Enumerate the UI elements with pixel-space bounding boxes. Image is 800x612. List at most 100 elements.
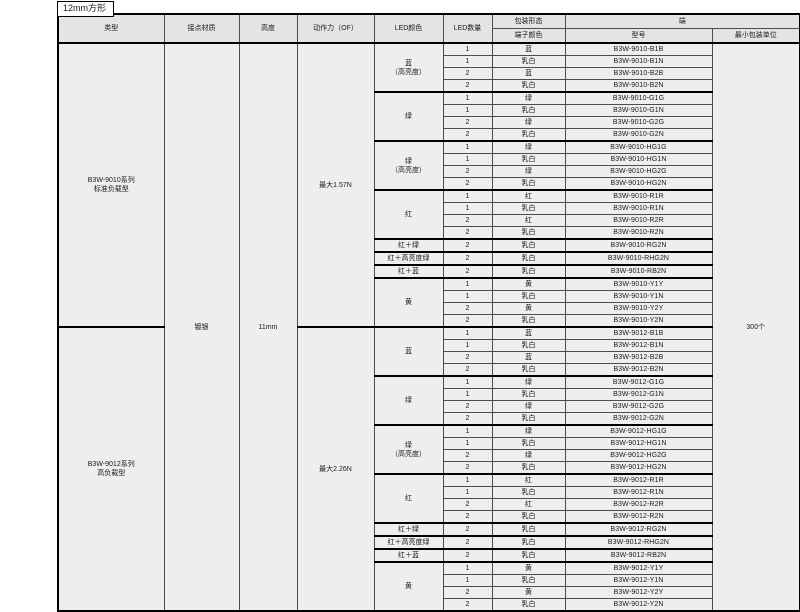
- cell-terminal-color: 蓝: [491, 67, 566, 80]
- led-color-line-2: （高亮度）: [391, 450, 426, 458]
- cell-led-color: 蓝（高亮度）: [373, 42, 444, 93]
- cell-terminal-color: 绿: [491, 424, 566, 438]
- cell-led-quantity: 1: [442, 388, 493, 401]
- cell-led-quantity: 2: [442, 351, 493, 364]
- type-line-2: 标准负载型: [93, 186, 129, 193]
- section-title-tab: 12mm方形: [57, 1, 115, 17]
- cell-led-color: 红＋高亮度绿: [373, 535, 444, 550]
- header-model-no: 型号: [564, 28, 713, 44]
- cell-led-quantity: 2: [442, 67, 493, 80]
- cell-led-quantity: 1: [442, 202, 493, 215]
- table-row: 2 绿 B3W-9012-HG2G: [58, 449, 800, 462]
- cell-led-color: 绿（高亮度）: [373, 424, 444, 475]
- cell-terminal-color: 绿: [491, 140, 566, 154]
- table-row: 2 乳白 B3W-9012-G2N: [58, 412, 800, 426]
- cell-terminal-color: 黄: [491, 302, 566, 315]
- table-row: 2 乳白 B3W-9010-G2N: [58, 128, 800, 142]
- cell-led-quantity: 2: [442, 165, 493, 178]
- table-row: 2 绿 B3W-9012-G2G: [58, 400, 800, 413]
- header-package-form: 包装形态: [491, 13, 566, 29]
- cell-led-color: 红＋绿: [373, 522, 444, 537]
- cell-terminal-color: 乳白: [491, 522, 566, 537]
- cell-terminal-color: 乳白: [491, 412, 566, 426]
- cell-model-no: B3W-9012-Y1N: [564, 574, 713, 587]
- header-group-right: 端: [564, 13, 800, 29]
- page-root: 12mm方形 类型 接点材质 高度 动作力（OF） LED颜色 LED数量 包装…: [57, 1, 800, 612]
- cell-terminal-color: 乳白: [491, 153, 566, 166]
- led-color-line-1: 红＋蓝: [398, 268, 419, 275]
- table-row: 红＋绿 2 乳白 B3W-9012-RG2N: [58, 522, 800, 537]
- led-color-line-1: 红＋绿: [398, 526, 419, 533]
- cell-led-quantity: 2: [442, 522, 493, 537]
- table-head: 类型 接点材质 高度 动作力（OF） LED颜色 LED数量 包装形态 端 端子…: [57, 13, 800, 44]
- cell-terminal-color: 乳白: [491, 461, 566, 475]
- cell-model-no: B3W-9010-R2N: [564, 226, 713, 240]
- header-height: 高度: [238, 13, 298, 44]
- led-color-line-1: 红＋高亮度绿: [387, 539, 430, 546]
- cell-operating-force: 最大1.57N: [296, 42, 375, 328]
- table-row: 红＋高亮度绿 2 乳白 B3W-9010-RHG2N: [58, 251, 800, 266]
- led-color-line-1: 蓝: [405, 348, 412, 355]
- cell-terminal-color: 蓝: [491, 326, 566, 340]
- cell-terminal-color: 黄: [491, 586, 566, 599]
- table-row: 2 乳白 B3W-9012-R2N: [58, 510, 800, 524]
- cell-terminal-color: 绿: [491, 165, 566, 178]
- led-color-line-1: 红: [405, 211, 412, 218]
- cell-led-quantity: 2: [442, 363, 493, 377]
- cell-model-no: B3W-9012-G1G: [564, 375, 713, 389]
- cell-terminal-color: 黄: [491, 561, 566, 575]
- led-color-line-1: 蓝: [405, 59, 412, 67]
- cell-led-color: 红＋绿: [373, 238, 444, 253]
- led-color-line-2: （高亮度）: [391, 166, 426, 174]
- header-min-package-unit: 最小包装单位: [711, 28, 800, 44]
- cell-model-no: B3W-9012-R2R: [564, 498, 713, 511]
- cell-terminal-color: 蓝: [491, 351, 566, 364]
- cell-terminal-color: 乳白: [491, 339, 566, 352]
- cell-terminal-color: 乳白: [491, 548, 566, 563]
- cell-led-quantity: 1: [442, 437, 493, 450]
- cell-model-no: B3W-9012-R1N: [564, 486, 713, 499]
- cell-terminal-color: 绿: [491, 375, 566, 389]
- cell-terminal-color: 乳白: [491, 314, 566, 328]
- cell-model-no: B3W-9010-B1B: [564, 42, 713, 56]
- type-line-1: B3W-9012系列: [87, 461, 135, 468]
- cell-model-no: B3W-9010-RB2N: [564, 264, 713, 279]
- cell-model-no: B3W-9010-R2R: [564, 214, 713, 227]
- cell-led-quantity: 2: [442, 498, 493, 511]
- cell-model-no: B3W-9010-B2N: [564, 79, 713, 93]
- cell-led-quantity: 2: [442, 238, 493, 253]
- cell-model-no: B3W-9012-G1N: [564, 388, 713, 401]
- led-color-line-1: 黄: [405, 299, 412, 306]
- type-line-2: 高负载型: [97, 470, 126, 477]
- cell-led-quantity: 2: [442, 314, 493, 328]
- led-color-line-1: 红＋绿: [398, 242, 419, 249]
- cell-led-quantity: 2: [442, 598, 493, 612]
- cell-contact-material: 镀银: [163, 42, 240, 612]
- cell-model-no: B3W-9010-Y2Y: [564, 302, 713, 315]
- table-row: 黄 1 黄 B3W-9010-Y1Y: [58, 277, 800, 328]
- cell-model-no: B3W-9010-G1G: [564, 91, 713, 105]
- cell-model-no: B3W-9012-B2N: [564, 363, 713, 377]
- cell-led-quantity: 1: [442, 375, 493, 389]
- cell-led-quantity: 2: [442, 535, 493, 550]
- cell-led-quantity: 2: [442, 116, 493, 129]
- cell-led-color: 绿（高亮度）: [373, 140, 444, 191]
- table-row: 红 1 红 B3W-9010-R1R: [58, 189, 800, 240]
- cell-model-no: B3W-9012-RHG2N: [564, 535, 713, 550]
- cell-model-no: B3W-9012-HG2N: [564, 461, 713, 475]
- led-color-line-1: 红＋高亮度绿: [387, 255, 430, 262]
- table-row: 2 红 B3W-9010-R2R: [58, 214, 800, 227]
- cell-led-quantity: 2: [442, 412, 493, 426]
- cell-terminal-color: 乳白: [491, 128, 566, 142]
- cell-led-quantity: 2: [442, 461, 493, 475]
- led-color-line-2: （高亮度）: [391, 68, 426, 76]
- table-row: B3W-9010系列 标准负载型 镀银 11mm 最大1.57N 蓝（高亮度） 1 蓝 B3W-…: [57, 42, 800, 612]
- cell-model-no: B3W-9012-Y1Y: [564, 561, 713, 575]
- cell-led-quantity: 1: [442, 339, 493, 352]
- cell-led-quantity: 2: [442, 449, 493, 462]
- cell-model-no: B3W-9010-RHG2N: [564, 251, 713, 266]
- cell-led-quantity: 1: [442, 104, 493, 117]
- led-color-line-1: 绿: [405, 397, 412, 404]
- led-color-line-1: 绿: [405, 157, 412, 165]
- cell-led-color: 红: [373, 473, 444, 524]
